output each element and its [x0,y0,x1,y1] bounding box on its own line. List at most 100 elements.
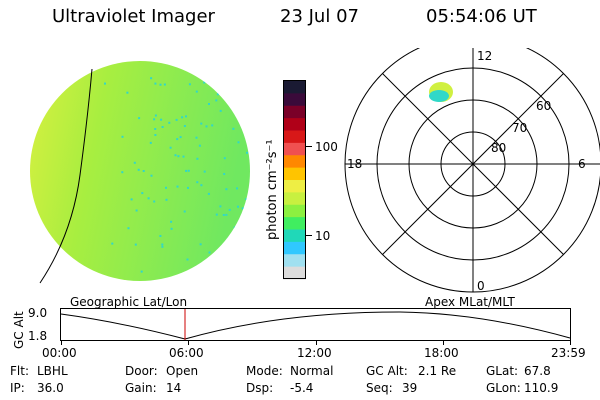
colorbar-tick-100 [306,146,312,147]
disk-speckle [246,151,248,154]
disk-speckle [140,270,143,273]
disk-speckle [237,205,239,208]
disk-speckle [196,181,199,184]
disk-speckle [225,213,228,216]
disk-speckle [183,125,186,127]
disk-speckle [138,117,141,120]
disk-speckle [200,122,203,125]
app-title: Ultraviolet Imager [52,6,215,27]
timeline-tick-1800 [443,340,444,345]
disk-speckle [225,188,228,191]
status-glat-value: 67.8 [524,364,551,378]
timeline-label-0600: 06:00 [169,346,204,360]
disk-speckle [198,144,201,147]
terminator-line [39,68,93,284]
disk-speckle [170,220,173,223]
disk-speckle [245,198,248,201]
disk-speckle [176,185,179,188]
colorbar-segment [283,118,306,131]
disk-speckle [219,109,222,112]
timeline-label-0000: 00:00 [42,346,77,360]
disk-speckle [149,141,152,144]
colorbar-segment [283,130,306,144]
disk-speckle [154,82,157,85]
auroral-oval-inner [429,90,449,102]
disk-speckle [165,186,167,189]
disk-speckle [227,237,230,240]
disk-speckle [232,127,235,130]
disk-speckle [169,146,172,149]
disk-speckle [199,243,202,246]
disk-speckle [222,214,225,216]
disk-speckle [236,187,238,190]
mlat-label-80: 80 [491,141,506,155]
disk-speckle [196,157,199,160]
disk-speckle [216,93,219,96]
altitude-timeline-plot [60,308,571,341]
disk-speckle [121,171,124,174]
status-dsp-label: Dsp: [246,381,274,395]
disk-speckle [185,115,187,118]
mlt-label-12: 12 [477,49,492,63]
status-glon-label: GLon: [486,381,521,395]
disk-speckle [161,245,164,248]
disk-speckle [142,170,145,172]
status-door-value: Open [166,364,199,378]
disk-speckle [208,251,211,254]
disk-speckle [181,116,184,119]
status-ip-value: 36.0 [37,381,64,395]
status-flt-label: Flt: [10,364,29,378]
disk-speckle [111,242,114,245]
colorbar-segment [283,105,306,119]
disk-speckle [182,155,185,158]
disk-speckle [154,134,157,136]
disk-speckle [174,154,177,157]
colorbar-segment [283,217,306,230]
disk-speckle [183,210,186,213]
uvi-earth-image [30,61,250,284]
colorbar-segment [283,81,306,94]
disk-speckle [241,207,244,210]
disk-speckle [179,136,182,139]
status-ip-label: IP: [10,381,25,395]
disk-speckle [195,136,198,139]
colorbar-unit-label: photon cm⁻²s⁻¹ [265,139,280,240]
disk-speckle [176,138,179,141]
timeline-tick-2359 [570,340,571,345]
color-bar [283,80,306,280]
status-glon-value: 110.9 [524,381,559,395]
status-glat-label: GLat: [486,364,519,378]
mlt-label-0: 0 [477,279,485,293]
disk-speckle [137,168,140,171]
geographic-coords-label: Geographic Lat/Lon [70,295,188,309]
disk-speckle [130,198,133,201]
disk-speckle [147,197,150,200]
altitude-plot-frame [60,308,571,341]
timeline-label-1800: 18:00 [424,346,459,360]
timeline-tick-0000 [61,340,62,345]
timeline-label-2359: 23:59 [551,346,586,360]
disk-speckle [219,205,222,208]
disk-speckle [200,184,203,187]
disk-speckle [163,83,166,86]
status-gain-value: 14 [166,381,182,395]
colorbar-segment [283,254,306,268]
disk-speckle [135,209,138,212]
status-gcalt-label: GC Alt: [366,364,408,378]
disk-speckle [161,126,164,128]
date-label: 23 Jul 07 [280,6,359,27]
colorbar-segment [283,204,306,218]
disk-speckle [150,174,153,177]
disk-speckle [187,186,189,189]
time-label: 05:54:06 UT [426,6,537,27]
colorbar-segment [283,241,306,255]
disk-speckle [208,103,210,105]
disk-speckle [207,192,210,195]
disk-speckle [161,243,164,246]
disk-speckle [141,192,144,195]
disk-speckle [154,114,157,117]
mlat-label-70: 70 [512,121,527,135]
timeline-tick-1200 [316,340,317,345]
disk-speckle [154,128,157,130]
disk-speckle [205,125,208,128]
